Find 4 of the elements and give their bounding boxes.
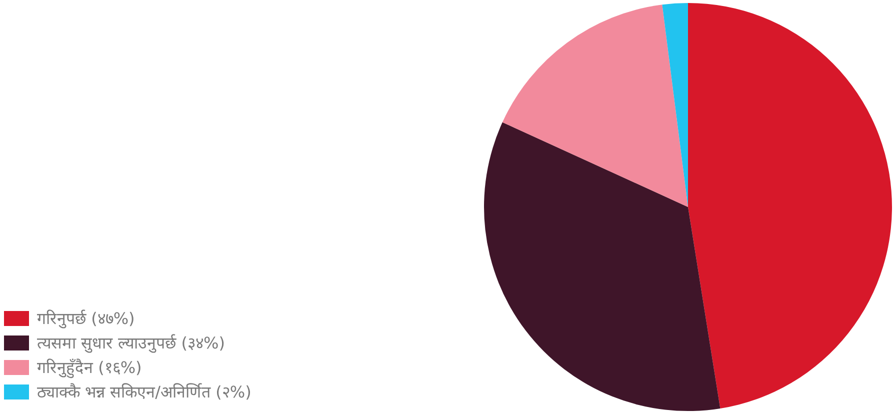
legend-label: गरिनुपर्छ (४७%) xyxy=(37,309,135,329)
legend-label: गरिनुहुँदैन (१६%) xyxy=(37,358,142,379)
legend-label: ठ्याक्कै भन्न सकिएन/अनिर्णित (२%) xyxy=(37,382,252,402)
legend-label: त्यसमा सुधार ल्याउनुपर्छ (३४%) xyxy=(37,334,225,354)
